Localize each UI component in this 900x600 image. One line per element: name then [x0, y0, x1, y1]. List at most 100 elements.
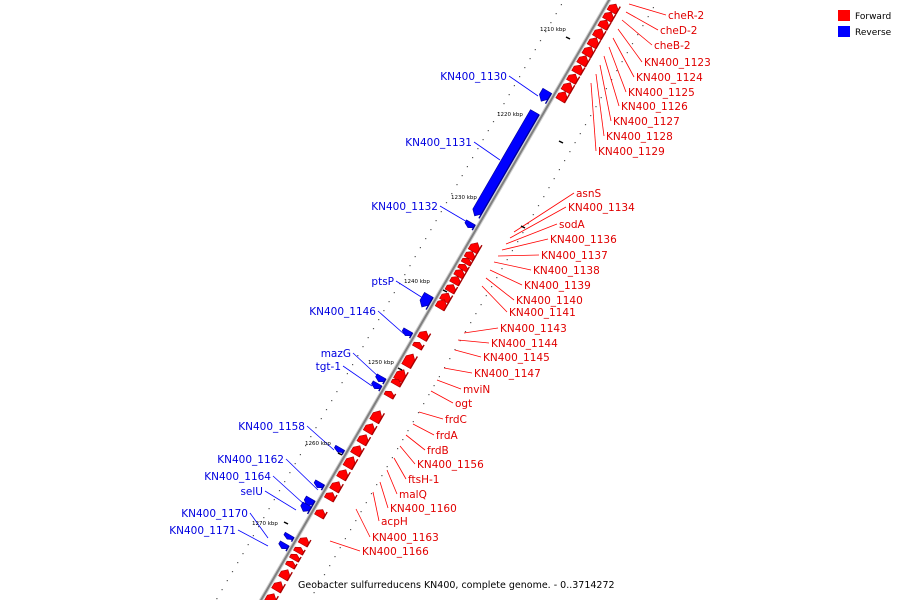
- gene-shade: [569, 84, 576, 95]
- gene-shade: [595, 39, 602, 50]
- tick-right: [370, 493, 373, 495]
- tick-right: [464, 331, 467, 333]
- tick-left: [310, 436, 312, 438]
- tick-right: [506, 259, 508, 261]
- forward-gene-label: KN400_1127: [613, 116, 680, 128]
- forward-leader: [443, 367, 473, 374]
- forward-gene: [383, 390, 395, 400]
- tick-left: [305, 445, 307, 447]
- tick-left: [461, 175, 463, 177]
- reverse-gene: [300, 501, 313, 512]
- tick-left: [472, 157, 474, 159]
- tick-right: [444, 367, 446, 369]
- tick-left: [289, 472, 291, 474]
- tick-left: [487, 130, 489, 132]
- tick-right: [491, 286, 493, 288]
- gene-shade: [420, 344, 425, 351]
- reverse-gene-label: KN400_1131: [405, 137, 472, 149]
- forward-gene: [566, 73, 579, 85]
- tick-left: [325, 409, 328, 411]
- forward-gene-label: KN400_1141: [509, 307, 576, 319]
- tick-right: [496, 277, 498, 279]
- tick-right: [584, 124, 587, 126]
- gene-shade: [364, 436, 372, 447]
- gene-shade: [465, 266, 470, 273]
- gene-shade: [408, 332, 414, 339]
- forward-gene: [342, 456, 356, 471]
- forward-gene-label: malQ: [399, 489, 427, 501]
- gene-shade: [457, 278, 463, 287]
- tick-right: [350, 529, 352, 531]
- forward-gene: [453, 269, 465, 280]
- forward-leader: [489, 269, 523, 286]
- forward-gene-label: frdA: [436, 430, 458, 442]
- genome-caption: Geobacter sulfurreducens KN400, complete…: [298, 580, 615, 591]
- reverse-gene-label: KN400_1158: [238, 421, 305, 433]
- legend-reverse-label: Reverse: [855, 28, 892, 38]
- tick-left: [430, 229, 432, 231]
- reverse-leader: [285, 458, 319, 491]
- tick-right: [485, 295, 487, 297]
- gene-shade: [425, 333, 432, 342]
- forward-leader: [386, 469, 398, 495]
- tick-left: [258, 526, 260, 528]
- reverse-leader: [473, 141, 501, 161]
- backbone-line: [259, 0, 611, 600]
- reverse-gene-label: ptsP: [371, 276, 394, 288]
- forward-gene: [271, 581, 284, 594]
- reverse-gene-label: selU: [240, 486, 263, 498]
- tick-left: [299, 454, 301, 456]
- tick-right: [470, 322, 472, 324]
- forward-gene: [463, 251, 476, 262]
- tick-right: [579, 133, 581, 135]
- position-markers: 1210 kbp 1220 kbp 1230 kbp 1240 kbp 1250 kbp…: [252, 27, 571, 527]
- gene-shade: [286, 571, 293, 582]
- tick-left: [508, 94, 510, 96]
- tick-left: [404, 274, 406, 276]
- forward-gene: [393, 369, 407, 384]
- forward-gene-label: frdB: [427, 445, 449, 457]
- gene-features: [264, 3, 621, 600]
- forward-leader: [399, 445, 416, 465]
- tick-right: [433, 385, 435, 387]
- forward-gene: [597, 19, 610, 31]
- forward-gene-label: KN400_1163: [372, 532, 439, 544]
- tick-left: [555, 13, 557, 15]
- gene-shade: [574, 76, 581, 85]
- gene-shade: [443, 301, 450, 312]
- gene-shade: [579, 67, 586, 76]
- gene-shade: [392, 393, 397, 400]
- forward-gene: [323, 492, 336, 503]
- gene-shade: [275, 595, 279, 600]
- reverse-gene: [472, 109, 540, 217]
- gene-labels: cheR-2 cheD-2 cheB-2 KN400_1123 KN400_1124 KN…: [169, 10, 711, 558]
- forward-leader: [412, 423, 435, 436]
- tick-left: [346, 373, 348, 375]
- forward-leader: [393, 457, 407, 480]
- tick-right: [475, 313, 477, 315]
- tick-left: [252, 535, 254, 537]
- forward-gene: [401, 353, 416, 370]
- forward-gene-label: KN400_1128: [606, 131, 673, 143]
- tick-left: [372, 328, 375, 330]
- forward-gene: [571, 64, 584, 76]
- gene-shade: [293, 563, 298, 570]
- tick-left: [477, 148, 479, 150]
- reverse-gene-label: tgt-1: [316, 361, 341, 373]
- tick-left: [545, 31, 547, 33]
- tick-left: [519, 76, 521, 78]
- tick-left: [425, 238, 427, 240]
- reverse-leader: [352, 352, 381, 379]
- tick-left: [513, 85, 515, 87]
- forward-gene: [264, 593, 277, 600]
- reverse-gene: [419, 291, 434, 308]
- gene-shade: [600, 30, 607, 41]
- forward-gene-label: frdC: [445, 414, 467, 426]
- tick-left: [216, 598, 218, 600]
- forward-gene-label: KN400_1143: [500, 323, 567, 335]
- forward-leader: [612, 37, 635, 78]
- forward-leader: [457, 339, 490, 344]
- forward-gene: [356, 434, 369, 447]
- position-marker-dash: [283, 521, 289, 525]
- legend-forward-label: Forward: [855, 12, 891, 22]
